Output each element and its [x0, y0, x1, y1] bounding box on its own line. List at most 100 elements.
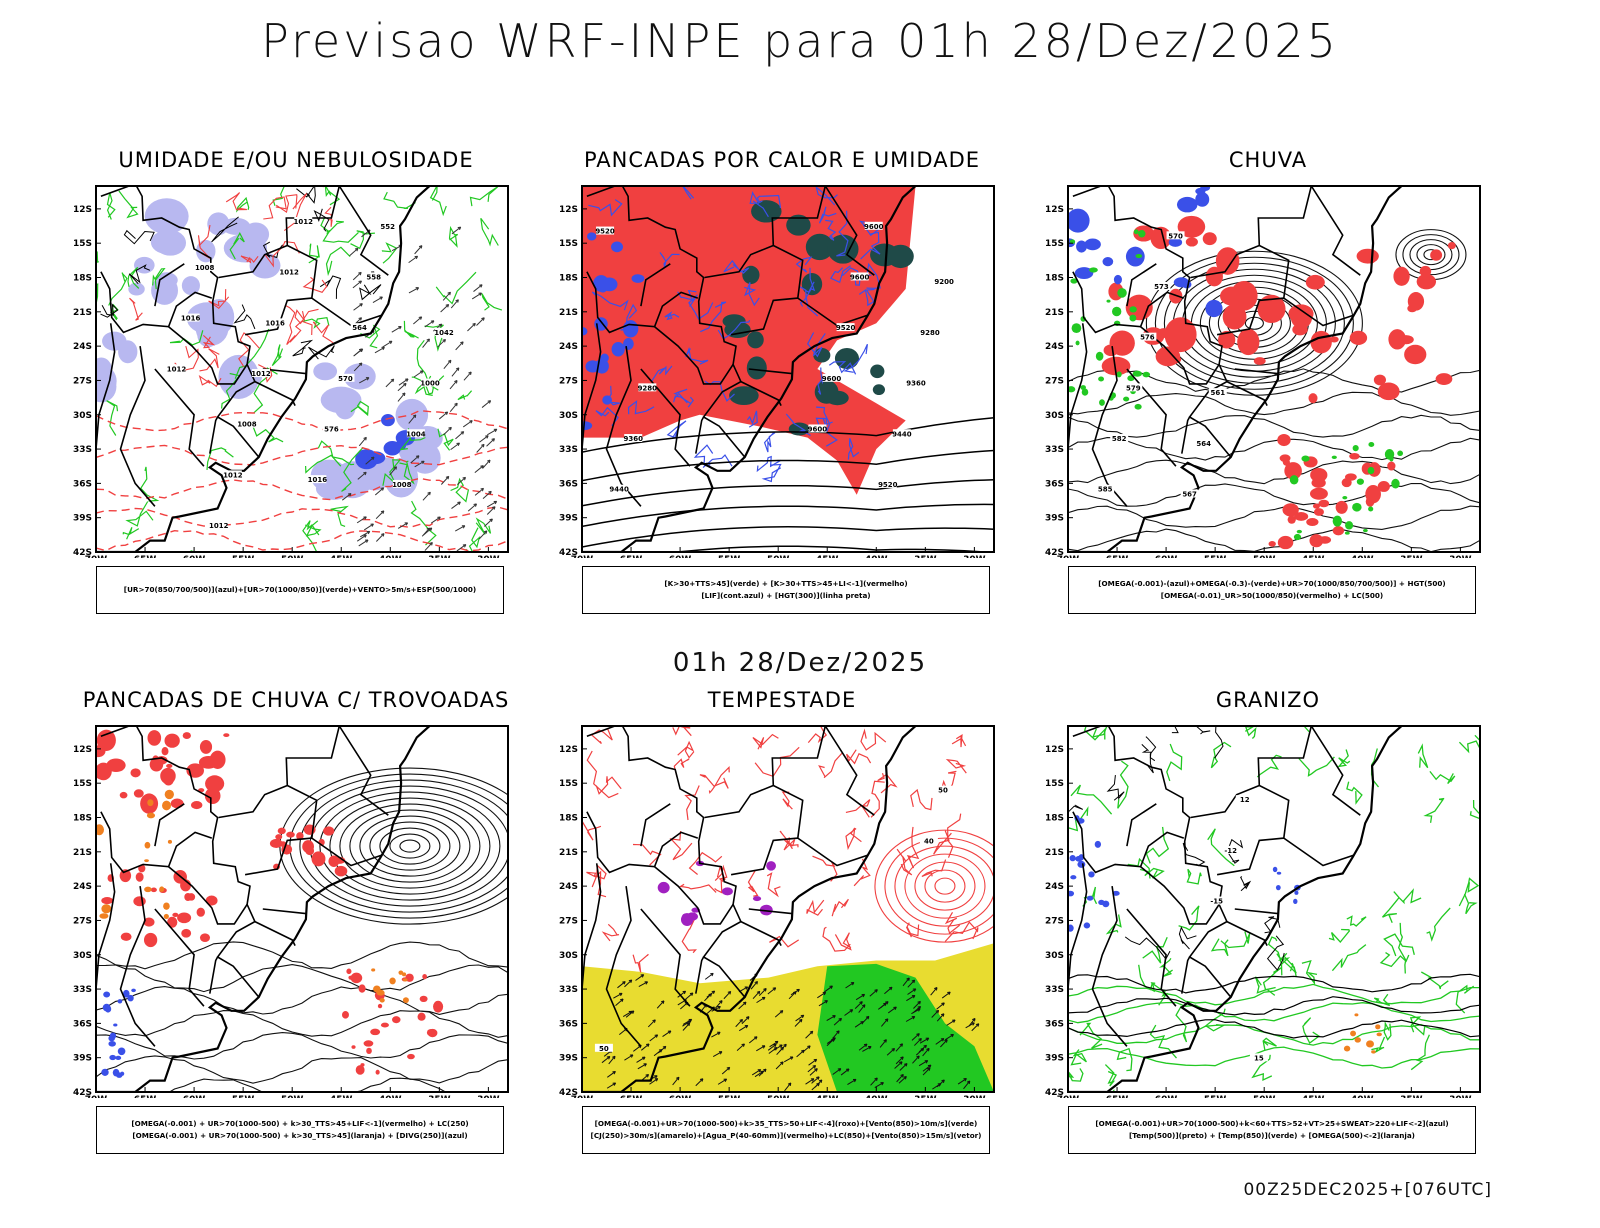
humidity-contour-green: [341, 447, 364, 492]
wind-850-vector: [927, 1064, 932, 1069]
panel-title: GRANIZO: [1215, 688, 1321, 712]
contour-label: -15: [1210, 898, 1223, 906]
lon-label: 65W: [134, 555, 157, 558]
temperature-850-contour: [1207, 828, 1235, 867]
temperature-850-contour: [1469, 799, 1480, 820]
wind-vector: [462, 544, 467, 548]
precipitable-water-contour: [752, 733, 779, 750]
lat-label: 18S: [1045, 274, 1064, 284]
precipitable-water-contour: [766, 872, 781, 898]
wind-850-vector: [831, 1038, 835, 1042]
thunderstorm-area-red: [205, 775, 225, 793]
divergence-area-blue: [103, 991, 111, 998]
wind-850-vector: [944, 1039, 948, 1043]
wind-850-vector: [854, 1021, 864, 1028]
contour-label: 50: [599, 1045, 609, 1053]
humidity-contour-green: [308, 243, 320, 264]
instability-area-dark: [729, 386, 759, 406]
wind-850-vector: [917, 1008, 921, 1012]
wind-850-vector: [926, 1067, 931, 1071]
contour-label-bg: [878, 479, 897, 488]
wind-850-vector: [940, 1013, 945, 1017]
temperature-850-contour: [1139, 867, 1165, 879]
lon-label: 55W: [232, 1095, 255, 1098]
wind-850-vector: [687, 1020, 692, 1024]
lifted-index-contour: [688, 294, 714, 320]
precipitable-water-contour: [684, 785, 700, 821]
wind-850-vector: [911, 1008, 921, 1015]
wind-850-vector: [870, 1077, 878, 1086]
rain-area-red: [1356, 248, 1379, 264]
wind-850-vector: [913, 1000, 921, 1009]
contour-label-bg: [378, 221, 397, 230]
rain-area-red: [1398, 335, 1414, 345]
temperature-500-contour: [1068, 996, 1480, 1016]
wind-vector: [449, 402, 458, 413]
precipitable-water-contour: [812, 855, 838, 882]
lifted-index-contour: [591, 291, 629, 311]
storm-area-purple: [686, 912, 698, 921]
divergence-area-blue: [101, 1068, 109, 1076]
map-plot: 12S 15S 18S 21S 24S 27S 30S 33S 36S 39S 42S70W 65W 6…: [73, 725, 509, 1098]
thunderstorm-area-orange: [389, 977, 396, 985]
wind-850-vector: [606, 1056, 611, 1060]
wind-vector: [398, 378, 409, 386]
precipitable-water-contour: [632, 953, 649, 973]
wind-850-vector: [971, 1023, 980, 1032]
storm-area-purple: [766, 861, 776, 871]
streamline: [96, 941, 508, 970]
wind-850-vector: [936, 1002, 945, 1010]
humidity-contour-green: [106, 400, 119, 436]
rain-area-red: [1318, 499, 1330, 508]
streamline: [1068, 505, 1480, 530]
rain-area-blue: [1205, 299, 1223, 318]
wind-vector: [460, 431, 465, 435]
thunderstorm-area-red: [133, 896, 146, 907]
coastline: [96, 726, 431, 1092]
rain-area-green: [1331, 455, 1337, 460]
lon-label: 35W: [1400, 1095, 1423, 1098]
rain-area-green: [1356, 478, 1364, 485]
country-border: [1091, 885, 1128, 1047]
legend-line: [K>30+TTS>45](verde) + [K>30+TTS>45+LI<-…: [664, 579, 908, 588]
wind-vector: [473, 503, 477, 507]
wind-850-vector: [741, 1043, 745, 1047]
rain-area-green: [1345, 521, 1354, 530]
wind-vector: [410, 455, 420, 464]
country-border: [154, 803, 185, 847]
wind-vector: [486, 500, 497, 508]
wind-850-vector: [877, 1002, 887, 1010]
wind-850-vector: [748, 1036, 758, 1044]
storm-area-purple: [752, 896, 762, 902]
humidity-contour-green: [127, 266, 140, 289]
wind-vector: [358, 317, 363, 321]
lon-label: 50W: [1253, 555, 1276, 558]
precipitable-water-contour: [831, 898, 849, 917]
rain-area-green: [1080, 385, 1086, 390]
lat-label: 30S: [559, 951, 578, 961]
temperature-850-contour: [1463, 893, 1478, 915]
wind-850-vector: [654, 1034, 659, 1038]
lifted-index-area-blue: [602, 395, 613, 405]
lifted-index-contour: [785, 413, 811, 437]
contour-label: 9520: [836, 324, 856, 332]
thunderstorm-area-red: [161, 747, 169, 756]
wind-850-vector: [895, 1056, 904, 1065]
forecast-panel-1: UMIDADE E/OU NEBULOSIDADE 1012 1016 1008 101…: [56, 148, 536, 688]
lifted-index-contour: [749, 190, 769, 218]
wind-850-vector: [653, 1049, 663, 1057]
wind-vector: [359, 348, 364, 352]
panel-title: PANCADAS POR CALOR E UMIDADE: [583, 148, 981, 172]
wind-vector: [413, 370, 424, 378]
streamline: [96, 1010, 508, 1038]
panel-title: CHUVA: [1228, 148, 1308, 172]
thunderstorm-area-orange: [163, 902, 170, 910]
omega-area-orange: [1343, 1045, 1351, 1052]
lat-label: 36S: [1045, 1019, 1064, 1029]
wind-850-vector: [905, 1016, 916, 1022]
lon-label: 70W: [1057, 555, 1080, 558]
wind-850-vector: [850, 981, 855, 986]
wind-850-vector: [919, 1037, 929, 1044]
rain-area-red: [1185, 237, 1198, 247]
pressure-contour: [313, 208, 330, 232]
